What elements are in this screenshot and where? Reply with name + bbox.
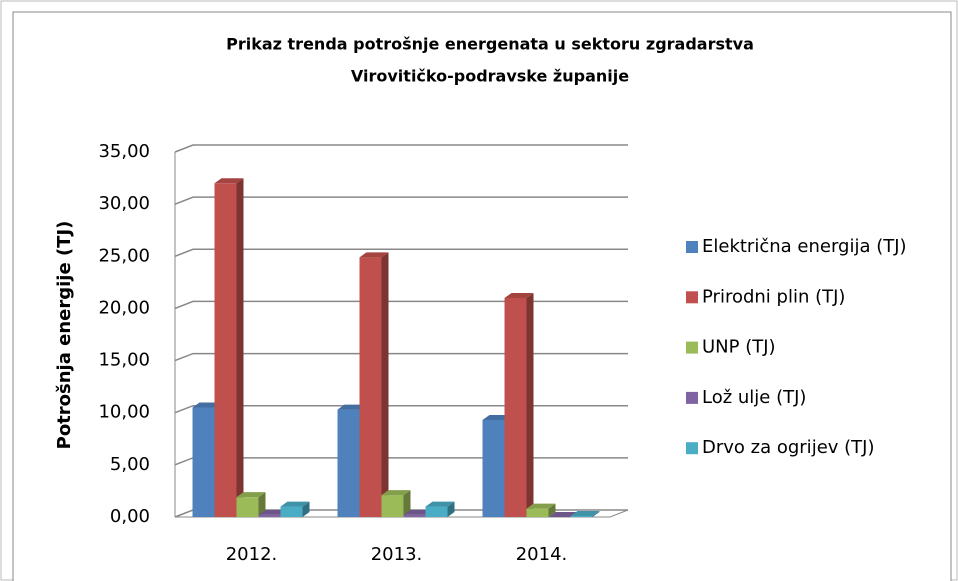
bar [548,512,578,517]
bar [214,178,244,518]
grid-line [174,144,628,153]
y-tick-label: 0,00 [110,506,150,527]
bar-top [548,512,578,517]
bar-top [192,402,222,408]
x-tick-label: 2013. [371,544,423,565]
legend-swatch [686,291,698,304]
grid-line [174,248,628,257]
bar-front [359,257,382,517]
bar-side [403,490,411,517]
y-axis-label: Potrošnja energije (TJ) [54,221,75,450]
grid-line [174,300,628,310]
bar-top [214,178,244,184]
bar-top [504,293,534,298]
bar-side [236,178,244,518]
grid-line [174,404,628,414]
chart-title: Virovitičko-podravske županije [351,67,629,86]
bar-top [482,415,512,421]
bar-side [526,293,534,517]
bar-side [381,252,389,518]
bar [504,293,534,517]
grid-line [174,352,628,362]
bar-top [425,501,455,507]
legend-swatch [686,391,698,404]
bar-front [482,420,505,517]
bar-top [236,492,266,498]
bar [236,492,266,517]
bar [526,503,556,517]
bar [425,501,455,517]
legend-label: Drvo za ogrijev (TJ) [702,437,875,458]
legend-label: Prirodni plin (TJ) [702,286,845,307]
y-tick-label: 20,00 [98,297,150,318]
bar-front [381,495,404,517]
chart-border [12,11,952,581]
y-tick-label: 25,00 [98,245,150,266]
bar-top [280,501,310,507]
x-tick-label: 2012. [226,544,278,565]
bar-front [403,514,426,517]
bar-top [570,510,600,516]
bar-front [258,514,281,517]
y-tick-label: 15,00 [98,350,150,371]
y-tick-label: 5,00 [110,454,150,475]
bar-side [258,492,266,517]
bar-front [192,407,215,517]
bar [381,490,411,517]
bar-side [447,501,455,517]
bar [280,501,310,517]
legend-swatch [686,442,698,455]
bar [570,510,600,517]
legend-label: Električna energija (TJ) [702,236,907,257]
bar-top [526,503,556,509]
bar-top [337,404,367,410]
bar-front [425,506,448,517]
bar-front [504,298,527,517]
bar-top [381,490,411,496]
bar-top [359,252,389,258]
bar-top [403,509,433,515]
bar-front [526,508,549,517]
x-tick-label: 2014. [516,544,568,565]
bar-side [548,503,556,517]
bar-front [236,497,259,517]
bar-side [302,501,310,517]
bar-front [337,409,360,517]
legend-swatch [686,241,698,253]
bar-front [280,506,303,517]
chart-title: Prikaz trenda potrošnje energenata u sek… [226,35,754,54]
bar [359,252,389,518]
y-tick-label: 35,00 [98,141,150,162]
bar-front [214,183,237,518]
bar-front [570,515,593,517]
legend-label: UNP (TJ) [702,337,776,358]
legend-swatch [686,341,698,354]
grid-line [174,196,628,205]
legend-label: Lož ulje (TJ) [702,387,806,408]
bar-side [592,510,600,517]
y-tick-label: 10,00 [98,402,150,423]
bar-top [258,509,288,515]
y-tick-label: 30,00 [98,193,150,214]
